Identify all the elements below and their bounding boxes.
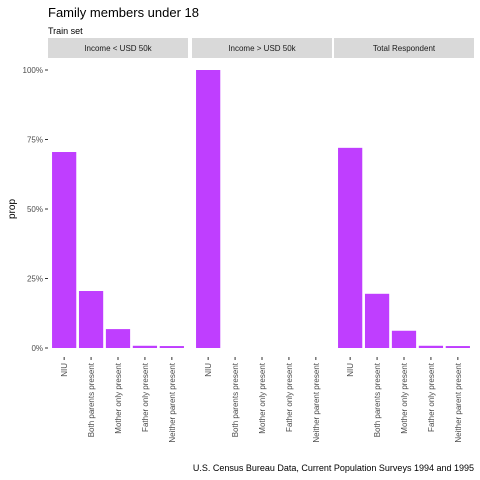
y-axis-title: prop bbox=[7, 199, 18, 219]
x-tick-label: NIU bbox=[204, 363, 213, 377]
x-tick-label: Neither parent present bbox=[168, 362, 177, 442]
y-tick-label: 75% bbox=[27, 136, 43, 145]
x-tick-label: Both parents present bbox=[87, 362, 96, 437]
bar bbox=[132, 345, 158, 348]
facet-strip bbox=[48, 38, 188, 58]
bar bbox=[445, 346, 470, 348]
bar bbox=[196, 70, 221, 348]
chart-title: Family members under 18 bbox=[48, 5, 199, 20]
facet-strip-label: Income < USD 50k bbox=[84, 44, 152, 53]
y-tick-label: 0% bbox=[31, 344, 43, 353]
x-tick-label: Mother only present bbox=[114, 362, 123, 433]
bar bbox=[159, 346, 184, 348]
y-tick-label: 25% bbox=[27, 275, 43, 284]
bar bbox=[364, 293, 390, 348]
x-tick-label: Both parents present bbox=[373, 362, 382, 437]
bar bbox=[338, 147, 363, 348]
x-tick-label: Father only present bbox=[427, 362, 436, 432]
bar bbox=[391, 330, 417, 348]
chart-caption: U.S. Census Bureau Data, Current Populat… bbox=[193, 463, 474, 473]
y-tick-label: 100% bbox=[23, 66, 43, 75]
x-tick-label: Mother only present bbox=[400, 362, 409, 433]
x-tick-label: Neither parent present bbox=[312, 362, 321, 442]
y-axis: 0% 25% 50% 75% 100% bbox=[23, 66, 48, 353]
facet-strip-label: Income > USD 50k bbox=[228, 44, 296, 53]
bar bbox=[52, 152, 77, 348]
x-tick-label: Mother only present bbox=[258, 362, 267, 433]
chart-subtitle: Train set bbox=[48, 26, 83, 36]
x-tick-label: Father only present bbox=[285, 362, 294, 432]
bar bbox=[418, 345, 444, 348]
bar bbox=[78, 291, 104, 348]
x-tick-label: Both parents present bbox=[231, 362, 240, 437]
facet-panels: Income < USD 50k NIU Both parents present M… bbox=[48, 38, 474, 443]
bar bbox=[105, 329, 131, 348]
facet-panel: Income > USD 50k NIU Both parents present M… bbox=[192, 38, 332, 443]
facet-strip-label: Total Respondent bbox=[373, 44, 436, 53]
facet-panel: Income < USD 50k NIU Both parents present M… bbox=[48, 38, 188, 443]
x-tick-label: Neither parent present bbox=[454, 362, 463, 442]
y-tick-label: 50% bbox=[27, 205, 43, 214]
x-tick-label: NIU bbox=[346, 363, 355, 377]
facet-strip bbox=[334, 38, 474, 58]
x-tick-label: Father only present bbox=[141, 362, 150, 432]
x-tick-label: NIU bbox=[60, 363, 69, 377]
facet-strip bbox=[192, 38, 332, 58]
facet-panel: Total Respondent NIU Both parents present M… bbox=[334, 38, 474, 443]
